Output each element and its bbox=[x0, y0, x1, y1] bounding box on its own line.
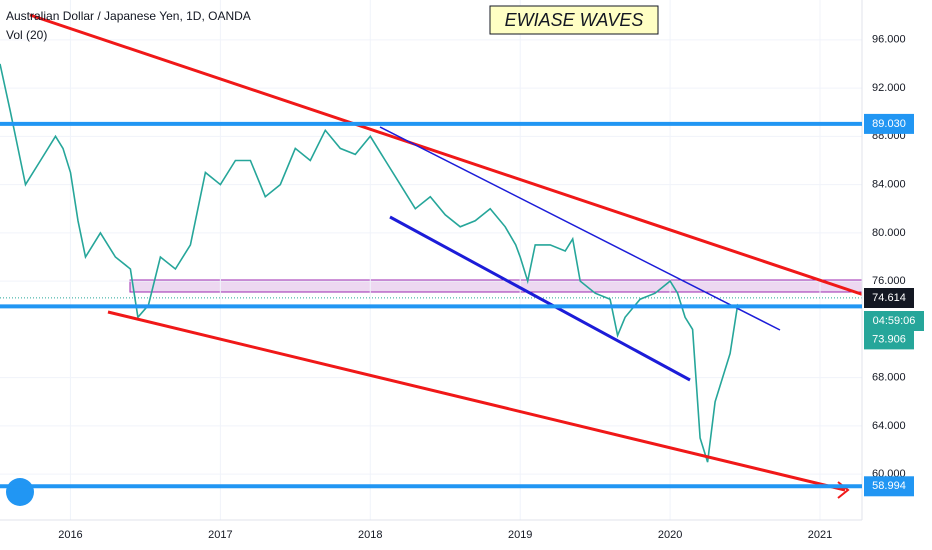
indicator-label: Vol (20) bbox=[6, 28, 47, 42]
x-tick-label: 2019 bbox=[508, 529, 532, 541]
y-tick-label: 84.000 bbox=[872, 179, 906, 191]
price-tag bbox=[864, 288, 914, 308]
last-price: 74.614 bbox=[872, 292, 906, 304]
logo bbox=[6, 478, 34, 506]
countdown-tag bbox=[864, 311, 924, 331]
price-line bbox=[0, 63, 740, 463]
x-tick-label: 2017 bbox=[208, 529, 232, 541]
y-tick-label: 96.000 bbox=[872, 34, 906, 46]
trend-line bbox=[29, 13, 871, 299]
y-tick-label: 80.000 bbox=[872, 227, 906, 239]
channel-line bbox=[379, 126, 781, 331]
y-tick-label: 68.000 bbox=[872, 372, 906, 384]
price-axis bbox=[862, 0, 932, 550]
annotation-box bbox=[489, 5, 659, 35]
countdown: 04:59:06 bbox=[873, 315, 916, 327]
level-label: 73.906 bbox=[872, 333, 906, 345]
chart-title: Australian Dollar / Japanese Yen, 1D, OA… bbox=[6, 9, 251, 23]
level-label: 58.994 bbox=[872, 480, 906, 492]
channel-line bbox=[389, 215, 691, 382]
annotation: EWIASE WAVES bbox=[505, 10, 644, 30]
plot bbox=[0, 0, 862, 520]
level-tag bbox=[864, 329, 914, 350]
y-tick-label: 76.000 bbox=[872, 275, 906, 287]
level-label: 89.030 bbox=[872, 118, 906, 130]
x-tick-label: 2016 bbox=[58, 529, 82, 541]
trend-line bbox=[107, 310, 846, 492]
level-tag bbox=[864, 113, 914, 134]
y-tick-label: 92.000 bbox=[872, 82, 906, 94]
x-tick-label: 2018 bbox=[358, 529, 382, 541]
x-tick-label: 2021 bbox=[808, 529, 832, 541]
zone bbox=[129, 279, 863, 293]
y-tick-label: 64.000 bbox=[872, 420, 906, 432]
level-tag bbox=[864, 476, 914, 497]
x-tick-label: 2020 bbox=[658, 529, 682, 541]
